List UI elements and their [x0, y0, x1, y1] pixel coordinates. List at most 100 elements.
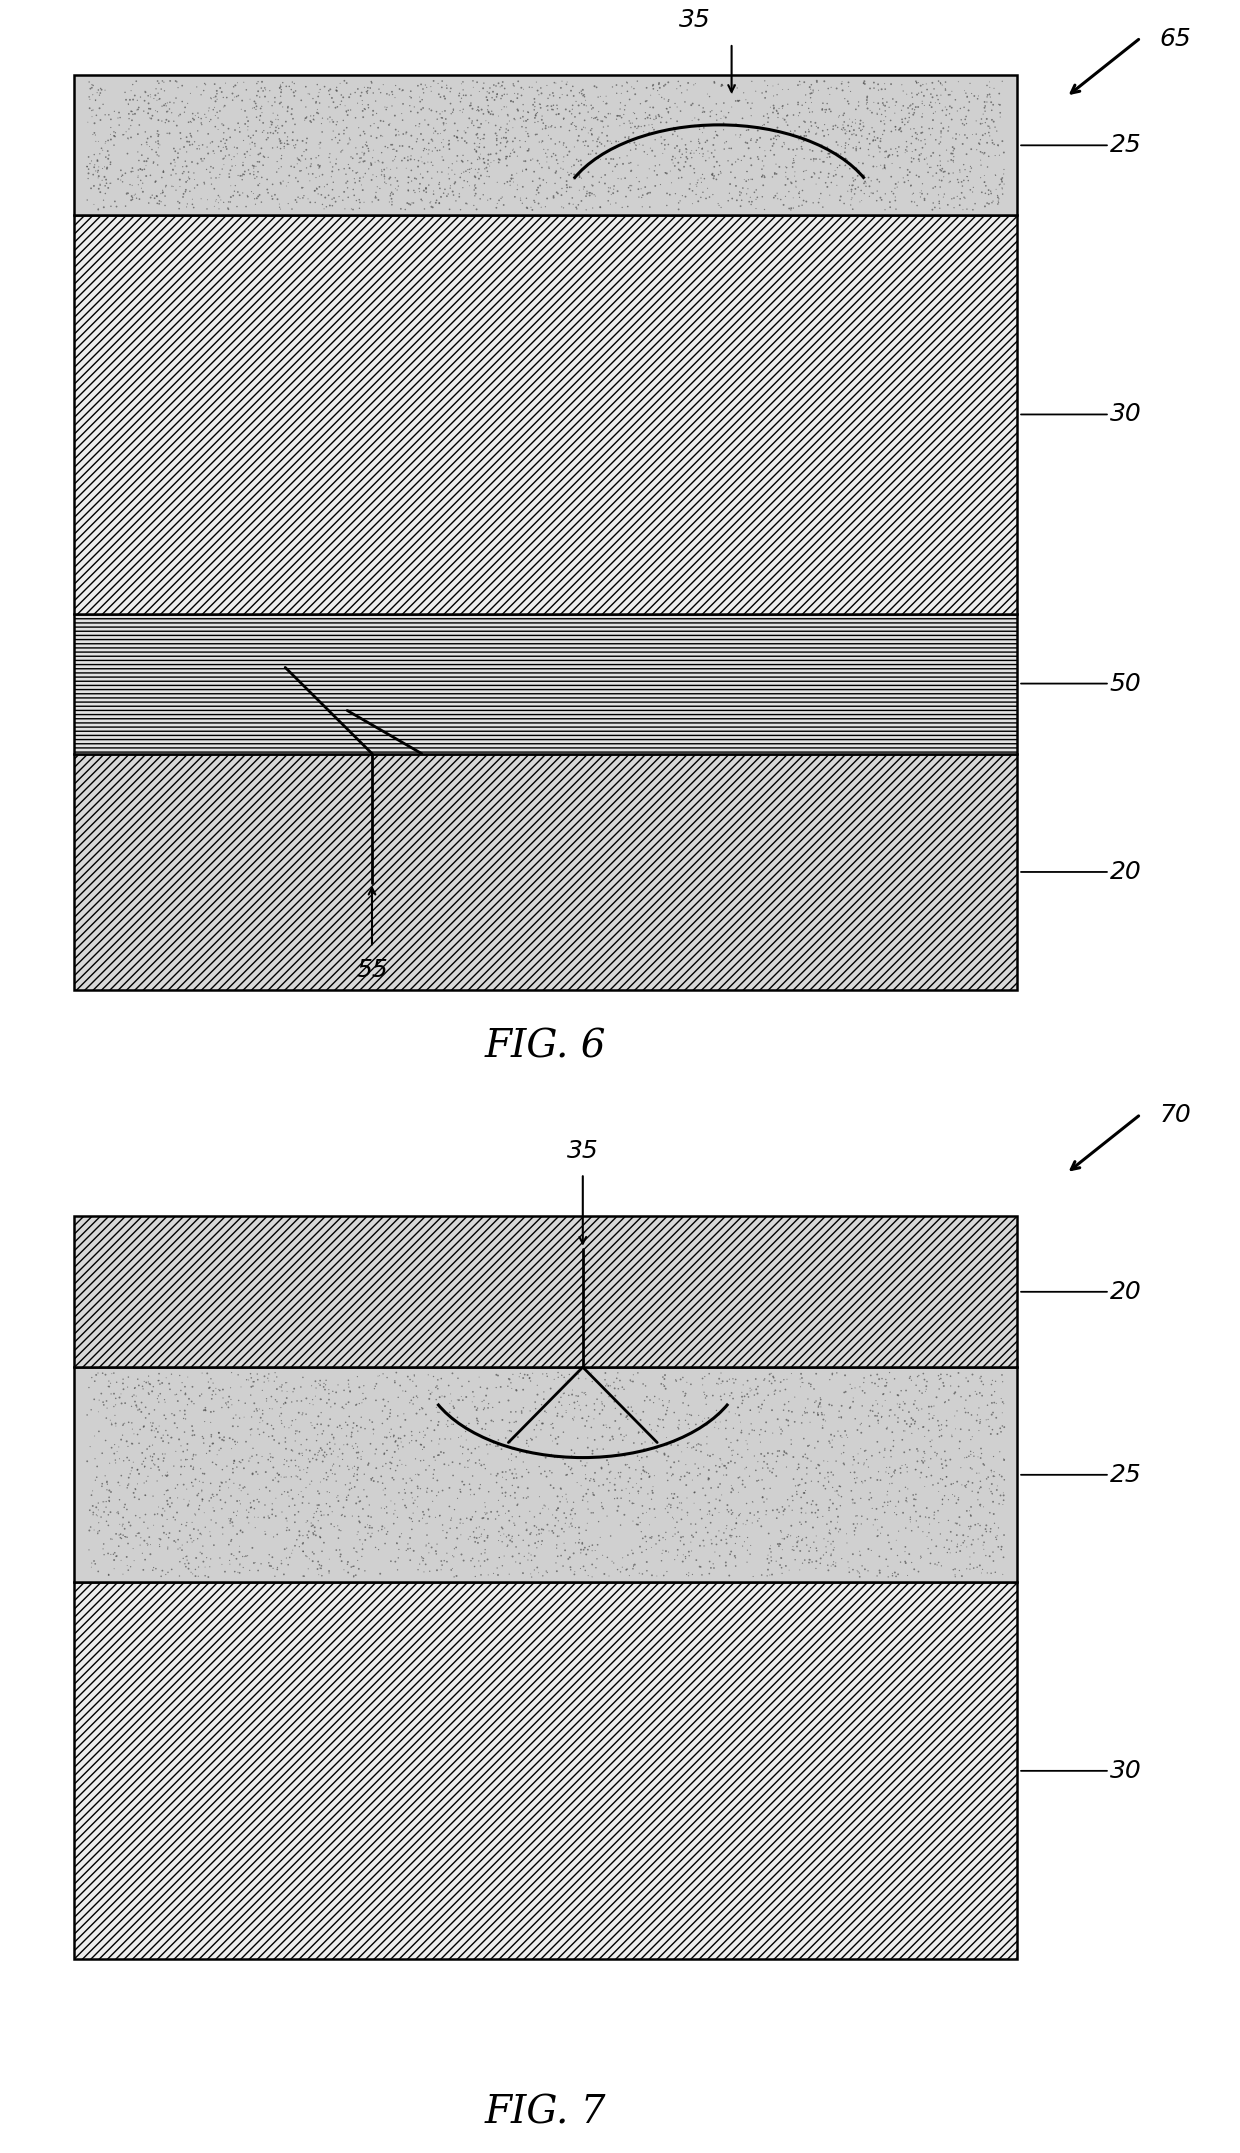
- Point: [343, 1531, 363, 1565]
- Point: [224, 1425, 244, 1460]
- Point: [253, 1374, 273, 1408]
- Point: [244, 1393, 264, 1427]
- Point: [260, 110, 280, 144]
- Point: [247, 1393, 267, 1427]
- Point: [518, 131, 538, 166]
- Point: [908, 78, 928, 112]
- Point: [776, 1548, 796, 1582]
- Point: [812, 133, 832, 168]
- Point: [651, 1544, 671, 1578]
- Point: [327, 73, 347, 108]
- Point: [157, 1458, 177, 1492]
- Point: [703, 157, 723, 192]
- Point: [795, 1436, 815, 1470]
- Point: [461, 151, 481, 185]
- Point: [79, 1514, 99, 1548]
- Point: [399, 129, 419, 164]
- Point: [877, 1365, 897, 1399]
- Point: [614, 1371, 634, 1406]
- Point: [992, 161, 1012, 196]
- Point: [351, 1443, 371, 1477]
- Point: [770, 1526, 790, 1561]
- Point: [587, 1382, 606, 1417]
- Point: [963, 1438, 983, 1473]
- Point: [983, 1535, 1003, 1570]
- Point: [595, 1363, 615, 1397]
- Point: [141, 1451, 161, 1486]
- Point: [982, 1477, 1002, 1511]
- Point: [357, 1479, 377, 1514]
- Point: [836, 131, 856, 166]
- Point: [474, 129, 494, 164]
- Point: [646, 1526, 666, 1561]
- Point: [408, 1479, 428, 1514]
- Point: [580, 114, 600, 149]
- Point: [342, 1451, 362, 1486]
- Point: [657, 1443, 677, 1477]
- Point: [470, 142, 490, 177]
- Point: [263, 1496, 283, 1531]
- Point: [436, 1516, 456, 1550]
- Point: [81, 1509, 100, 1544]
- Point: [655, 82, 675, 116]
- Point: [763, 95, 782, 129]
- Point: [492, 78, 512, 112]
- Point: [517, 192, 537, 226]
- Point: [701, 108, 720, 142]
- Point: [608, 161, 627, 196]
- Point: [800, 1544, 820, 1578]
- Point: [206, 183, 226, 217]
- Point: [527, 1509, 547, 1544]
- Point: [123, 155, 143, 189]
- Point: [570, 1552, 590, 1587]
- Point: [774, 1434, 794, 1468]
- Point: [381, 1412, 401, 1447]
- Point: [202, 168, 222, 202]
- Point: [258, 172, 278, 207]
- Point: [929, 1494, 949, 1529]
- Point: [610, 1410, 630, 1445]
- Point: [921, 118, 941, 153]
- Point: [272, 1494, 291, 1529]
- Point: [507, 1460, 527, 1494]
- Point: [682, 187, 702, 222]
- Point: [139, 1376, 159, 1410]
- Point: [642, 1475, 662, 1509]
- Point: [827, 168, 847, 202]
- Point: [262, 179, 281, 213]
- Point: [833, 1447, 853, 1481]
- Point: [983, 1460, 1003, 1494]
- Point: [542, 93, 562, 127]
- Point: [551, 1470, 570, 1505]
- Point: [603, 1419, 622, 1453]
- Point: [720, 1537, 740, 1572]
- Point: [642, 69, 662, 103]
- Point: [260, 1548, 280, 1582]
- Point: [684, 108, 704, 142]
- Point: [647, 1408, 667, 1443]
- Point: [942, 129, 962, 164]
- Point: [988, 86, 1008, 121]
- Point: [381, 159, 401, 194]
- Point: [904, 95, 924, 129]
- Point: [870, 103, 890, 138]
- Point: [299, 1443, 319, 1477]
- Point: [642, 133, 662, 168]
- Point: [372, 1393, 392, 1427]
- Point: [139, 1367, 159, 1402]
- Point: [822, 1389, 842, 1423]
- Point: [849, 185, 869, 220]
- Point: [128, 84, 148, 118]
- Point: [93, 86, 113, 121]
- Point: [350, 144, 370, 179]
- Point: [572, 161, 591, 196]
- Point: [720, 166, 740, 200]
- Point: [805, 1432, 825, 1466]
- Point: [149, 118, 169, 153]
- Point: [508, 1518, 528, 1552]
- Point: [680, 1425, 699, 1460]
- Point: [415, 67, 435, 101]
- Point: [430, 133, 450, 168]
- Point: [144, 82, 164, 116]
- Point: [213, 1518, 233, 1552]
